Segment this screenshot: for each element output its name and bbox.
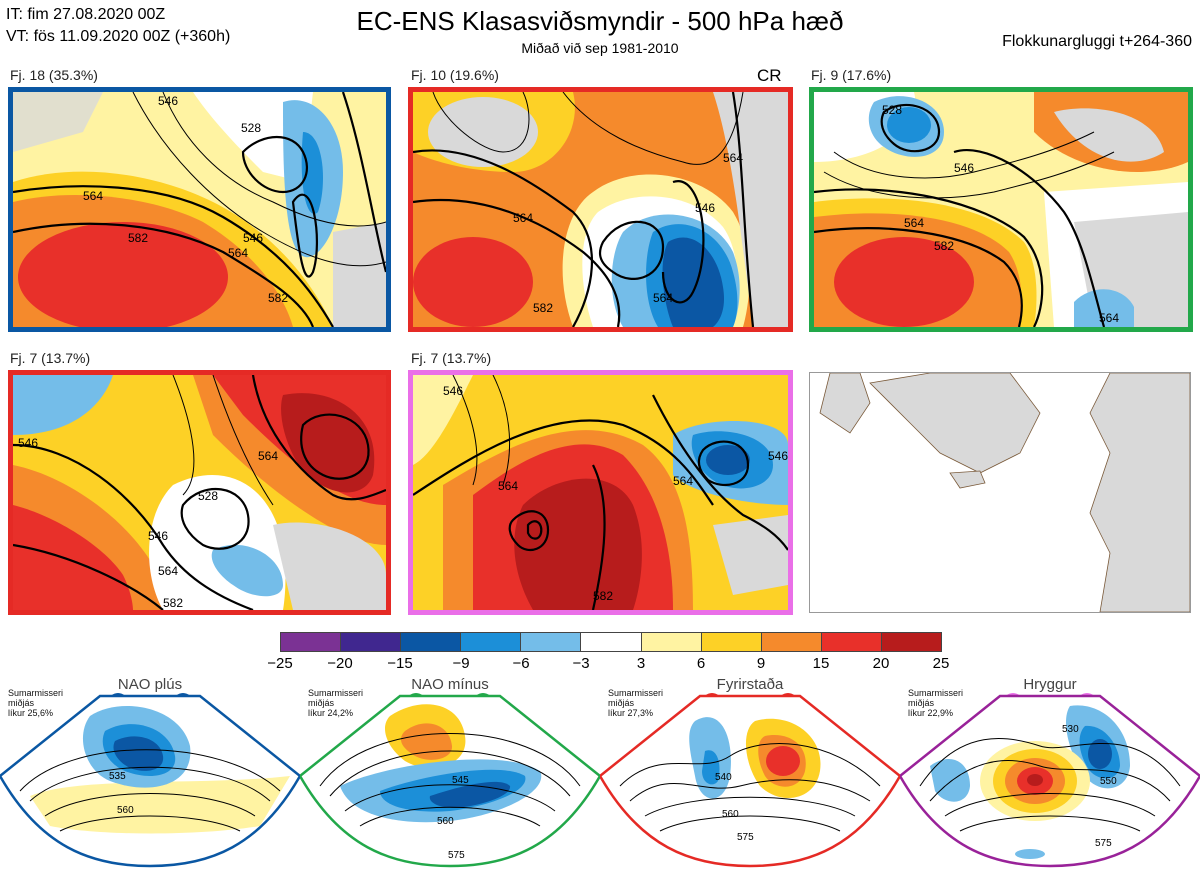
contour-label: 564	[904, 216, 924, 230]
control-run-tag: CR	[757, 66, 782, 85]
page-title: EC-ENS Klasasviðsmyndir - 500 hPa hæð	[356, 6, 844, 36]
regime-title: Hryggur	[1023, 676, 1077, 693]
regime-blocking[interactable]: Fyrirstaða Sumarmisseri miðjás líkur 27,…	[598, 676, 902, 871]
contour-label: 546	[768, 449, 788, 463]
contour-label: 575	[737, 832, 754, 843]
regime-nao-minus[interactable]: NAO mínus Sumarmisseri miðjás líkur 24,2…	[298, 676, 602, 871]
contour-label: 546	[158, 94, 178, 108]
colorbar-segment	[581, 633, 642, 651]
colorbar-segment	[641, 633, 702, 651]
colorbar-segment	[341, 633, 402, 651]
contour-label: 582	[593, 589, 613, 603]
header-dates: IT: fim 27.08.2020 00Z VT: fös 11.09.202…	[6, 4, 230, 48]
contour-label: 564	[158, 564, 178, 578]
valid-time: VT: fös 11.09.2020 00Z (+360h)	[6, 28, 231, 45]
colorbar-tick: 20	[872, 655, 890, 672]
contour-label: 528	[198, 489, 218, 503]
colorbar-segment	[281, 633, 342, 651]
colorbar-tick: 15	[812, 655, 830, 672]
panel-label-1: Fj. 18 (35.3%)	[10, 67, 98, 83]
cluster-map-3[interactable]: 528 546 564 582 564	[809, 87, 1193, 332]
contour-label: 528	[241, 121, 261, 135]
regime-title: Fyrirstaða	[716, 676, 784, 693]
contour-label: 560	[117, 805, 134, 816]
regime-info: Sumarmisseri miðjás líkur 27,3%	[608, 688, 664, 718]
regime-title: NAO mínus	[411, 676, 489, 693]
contour-label: 564	[258, 449, 278, 463]
contour-label: 546	[243, 231, 263, 245]
colorbar-tick: −3	[572, 655, 590, 672]
colorbar-tick: −6	[512, 655, 530, 672]
contour-label: 546	[695, 201, 715, 215]
contour-label: 564	[498, 479, 518, 493]
colorbar-tick: 9	[756, 655, 766, 672]
colorbar-segment	[461, 633, 522, 651]
contour-label: 546	[954, 161, 974, 175]
contour-label: 564	[723, 151, 743, 165]
contour-label: 540	[715, 772, 732, 783]
contour-label: 564	[673, 474, 693, 488]
colorbar-segment	[761, 633, 822, 651]
contour-label: 545	[452, 775, 469, 786]
contour-label: 564	[653, 291, 673, 305]
contour-label: 582	[533, 301, 553, 315]
colorbar-segment	[521, 633, 582, 651]
contour-label: 546	[443, 384, 463, 398]
colorbar-segment	[821, 633, 882, 651]
contour-label: 575	[448, 850, 465, 861]
contour-label: 550	[1100, 776, 1117, 787]
contour-label: 546	[18, 436, 38, 450]
contour-label: 575	[1095, 838, 1112, 849]
colorbar-tick: −20	[327, 655, 353, 672]
contour-label: 530	[1062, 724, 1079, 735]
page-subtitle: Miðað við sep 1981-2010	[521, 40, 679, 56]
cluster-map-4[interactable]: 546 528 546 564 582 564	[8, 370, 391, 615]
panel-label-3: Fj. 9 (17.6%)	[811, 67, 892, 83]
contour-label: 564	[228, 246, 248, 260]
regime-nao-plus[interactable]: NAO plús Sumarmisseri miðjás líkur 25,6%…	[0, 676, 302, 871]
contour-label: 535	[109, 771, 126, 782]
panel-label-2: Fj. 10 (19.6%)	[411, 67, 499, 83]
colorbar-segment	[401, 633, 462, 651]
contour-label: 528	[882, 103, 902, 117]
contour-label: 564	[83, 189, 103, 203]
cluster-window: Flokkunargluggi t+264-360	[1002, 33, 1192, 50]
colorbar-tick: 3	[636, 655, 646, 672]
colorbar-segment	[881, 633, 942, 651]
regime-info: Sumarmisseri miðjás líkur 25,6%	[8, 688, 64, 718]
panel-label-5: Fj. 7 (13.7%)	[411, 350, 492, 366]
regime-ridge[interactable]: Hryggur Sumarmisseri miðjás líkur 22,9% …	[898, 676, 1200, 871]
contour-label: 582	[934, 239, 954, 253]
anomaly-colorbar	[280, 632, 942, 652]
empty-map-panel	[809, 372, 1191, 613]
regime-title: NAO plús	[117, 676, 183, 693]
colorbar-tick: −15	[387, 655, 413, 672]
contour-label: 560	[722, 809, 739, 820]
contour-label: 560	[437, 816, 454, 827]
cluster-map-1[interactable]: 546 528 564 582 546 564 582	[8, 87, 391, 332]
contour-label: 582	[268, 291, 288, 305]
contour-label: 564	[1099, 311, 1119, 325]
contour-label: 582	[163, 596, 183, 610]
colorbar-tick: −25	[267, 655, 293, 672]
init-time: IT: fim 27.08.2020 00Z	[6, 6, 166, 23]
regime-info: Sumarmisseri miðjás líkur 24,2%	[308, 688, 364, 718]
contour-label: 546	[148, 529, 168, 543]
colorbar-tick: 6	[696, 655, 706, 672]
colorbar-tick: 25	[932, 655, 950, 672]
contour-label: 582	[128, 231, 148, 245]
colorbar-segment	[701, 633, 762, 651]
regime-info: Sumarmisseri miðjás líkur 22,9%	[908, 688, 964, 718]
cluster-map-5[interactable]: 546 564 582 564 546	[408, 370, 793, 615]
colorbar-tick: −9	[452, 655, 470, 672]
cluster-map-2[interactable]: 564 582 564 546 564	[408, 87, 793, 332]
contour-label: 564	[513, 211, 533, 225]
panel-label-4: Fj. 7 (13.7%)	[10, 350, 91, 366]
